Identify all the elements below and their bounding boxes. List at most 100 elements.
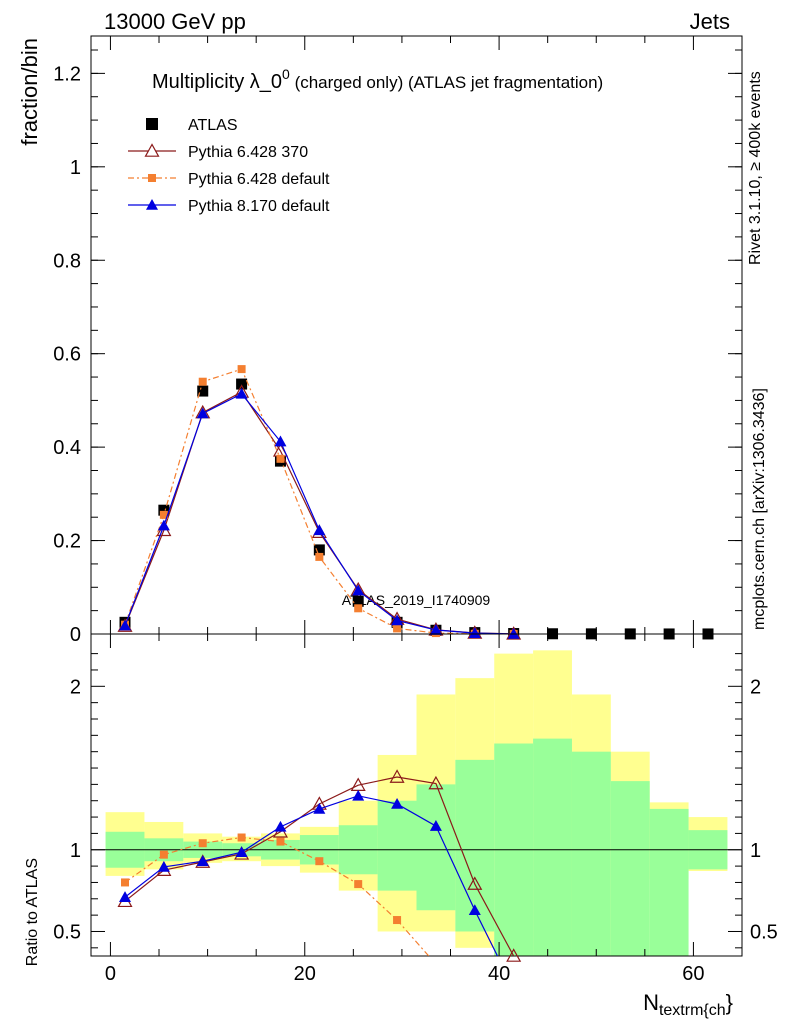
- legend-marker: [144, 143, 160, 157]
- header-left: 13000 GeV pp: [104, 9, 246, 34]
- ratio-band-inner: [571, 751, 611, 956]
- header-right: Jets: [690, 9, 730, 34]
- ratio-point-p6370: [389, 769, 405, 783]
- ratio-point-p6def: [276, 837, 285, 846]
- ratio-point-p6def: [121, 878, 130, 887]
- ratio-band-inner: [610, 781, 650, 956]
- main-point-p6def: [276, 454, 285, 463]
- main-point-p8: [468, 627, 481, 638]
- legend-marker: [148, 174, 156, 182]
- main-point-p6def: [354, 604, 363, 613]
- ratio-ytick-label: 0.5: [53, 921, 81, 943]
- ratio-ylabel: Ratio to ATLAS: [24, 858, 41, 966]
- main-ylabel: fraction/bin: [17, 38, 42, 146]
- legend-label: Pythia 6.428 370: [188, 144, 308, 161]
- main-point-p6def: [237, 365, 246, 374]
- main-ytick-label: 1.2: [53, 63, 81, 85]
- ratio-point-p8: [391, 797, 404, 809]
- xlabel-sub: textrm{ch: [659, 1002, 726, 1019]
- ratio-series-layer: [117, 769, 522, 962]
- legend-marker: [146, 199, 158, 210]
- ratio-ytick-label-right: 0.5: [750, 921, 778, 943]
- ratio-axes: 0.5 0.51 12 20 20 40 60: [53, 633, 778, 985]
- main-point-atlas: [352, 595, 364, 607]
- ratio-band-inner: [533, 738, 572, 956]
- watermark: ATLAS_2019_I1740909: [342, 592, 491, 608]
- main-ytick-label: 0.4: [53, 437, 81, 459]
- main-point-p8: [196, 407, 209, 419]
- ratio-point-p8: [119, 891, 132, 902]
- main-point-p8: [157, 519, 170, 531]
- main-title-main: Multiplicity λ_0: [152, 71, 282, 93]
- main-point-atlas: [158, 504, 170, 516]
- ratio-xtick-label: 40: [488, 963, 510, 985]
- main-point-atlas: [236, 378, 248, 390]
- ratio-point-p6def: [159, 850, 168, 859]
- ratio-band-inner: [416, 784, 456, 911]
- legend-marker: [146, 118, 158, 130]
- main-title-sup: 0: [282, 66, 290, 82]
- main-point-p6def: [198, 377, 207, 386]
- main-ytick-label: 0: [70, 624, 81, 646]
- ratio-point-p8: [274, 820, 287, 832]
- main-point-p8: [507, 627, 520, 639]
- ratio-series-line: [124, 776, 515, 956]
- main-title: Multiplicity λ_00 (charged only) (ATLAS …: [152, 66, 603, 93]
- main-ytick-label: 0.8: [53, 250, 81, 272]
- main-point-atlas: [313, 544, 325, 556]
- ratio-ytick-label: 1: [70, 840, 81, 862]
- legend-label: Pythia 6.428 default: [188, 171, 330, 188]
- ratio-band-inner: [377, 800, 417, 891]
- legend-label: ATLAS: [188, 117, 238, 134]
- ratio-point-p8: [313, 802, 326, 814]
- main-point-p8: [391, 614, 404, 626]
- legend: ATLAS Pythia 6.428 370 Pythia 6.428 defaul…: [128, 117, 330, 215]
- main-point-p8: [352, 584, 365, 596]
- ratio-xtick-label: 60: [682, 963, 704, 985]
- ratio-point-p6def: [354, 880, 363, 889]
- main-point-atlas: [197, 385, 209, 397]
- ratio-point-p8: [196, 855, 209, 866]
- ratio-point-p6def: [393, 916, 402, 925]
- main-point-p6def: [393, 624, 402, 633]
- ratio-point-p6370: [428, 775, 444, 790]
- xlabel-main: N: [643, 990, 659, 1015]
- ratio-point-p8: [352, 789, 365, 801]
- ratio-point-p6def: [315, 857, 324, 866]
- ratio-point-p6370: [467, 876, 483, 890]
- ratio-ytick-label-right: 2: [750, 676, 761, 698]
- main-ytick-label: 0.6: [53, 344, 81, 366]
- ratio-frame: [90, 633, 743, 957]
- main-ytick-label: 1: [70, 157, 81, 179]
- ratio-point-p6def: [198, 839, 207, 848]
- ratio-xlabel: Ntextrm{ch}: [643, 990, 733, 1019]
- legend-label: Pythia 8.170 default: [188, 198, 330, 215]
- main-point-p8: [429, 624, 442, 635]
- ratio-point-p8: [468, 904, 481, 916]
- ratio-series-line: [124, 836, 430, 956]
- side-text-lower: mcplots.cern.ch [arXiv:1306.3436]: [751, 388, 768, 630]
- main-title-rest: (charged only) (ATLAS jet fragmentation): [290, 73, 603, 92]
- ratio-ytick-label-right: 1: [750, 840, 761, 862]
- main-ytick-label: 0.2: [53, 531, 81, 553]
- main-point-p6def: [315, 552, 324, 561]
- ratio-bands-layer: [105, 650, 728, 956]
- ratio-point-p8: [157, 860, 170, 872]
- ratio-ytick-label: 2: [70, 676, 81, 698]
- ratio-xtick-label: 0: [105, 963, 116, 985]
- ratio-xtick-label: 20: [294, 963, 316, 985]
- ratio-point-p6def: [237, 833, 246, 842]
- main-point-p8: [313, 524, 326, 536]
- side-text-upper: Rivet 3.1.10, ≥ 400k events: [747, 71, 764, 265]
- ratio-point-p8: [235, 846, 248, 858]
- ratio-band-inner: [649, 808, 689, 956]
- main-point-p8: [274, 435, 287, 447]
- main-point-p6def: [159, 510, 168, 519]
- ratio-point-p6370: [506, 948, 522, 962]
- ratio-point-p8: [429, 820, 442, 831]
- main-point-p8: [119, 619, 132, 631]
- main-point-p8: [235, 387, 248, 399]
- xlabel-tail: }: [726, 990, 733, 1015]
